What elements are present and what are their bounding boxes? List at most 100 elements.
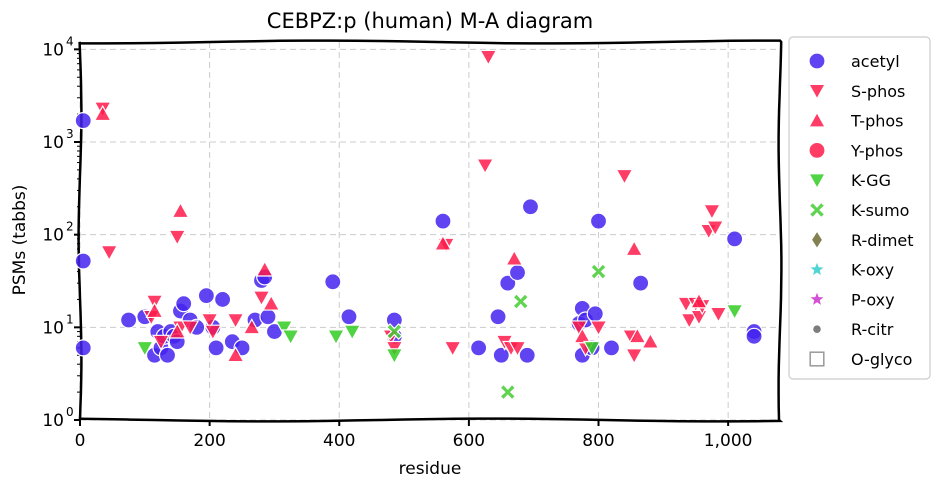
data-point bbox=[171, 201, 190, 219]
data-point bbox=[632, 274, 650, 292]
data-point bbox=[385, 323, 403, 341]
legend-label: T-phos bbox=[850, 112, 904, 131]
legend-item-r-citr: R-citr bbox=[811, 320, 894, 339]
data-point bbox=[492, 346, 510, 364]
legend-marker bbox=[807, 111, 827, 128]
data-point bbox=[181, 320, 200, 337]
plot-frame bbox=[77, 39, 784, 423]
x-tick-label: 800 bbox=[582, 431, 614, 451]
data-point bbox=[175, 295, 193, 313]
legend-marker bbox=[808, 141, 826, 159]
data-point bbox=[625, 239, 644, 257]
data-point bbox=[512, 293, 530, 310]
data-point bbox=[74, 339, 92, 357]
data-point bbox=[726, 230, 744, 248]
legend-item-k-gg: K-GG bbox=[807, 171, 891, 190]
legend-marker bbox=[810, 229, 824, 250]
data-point bbox=[74, 252, 92, 270]
legend-marker bbox=[808, 52, 826, 70]
data-point bbox=[262, 294, 281, 311]
data-point bbox=[505, 249, 524, 266]
y-tick-exponent: 1 bbox=[66, 312, 74, 326]
data-point bbox=[725, 304, 744, 321]
data-point bbox=[573, 327, 592, 344]
data-point bbox=[476, 158, 495, 175]
data-point bbox=[120, 311, 138, 329]
y-tick-exponent: 0 bbox=[66, 405, 74, 419]
chart-title: CEBPZ:p (human) M-A diagram bbox=[267, 9, 593, 33]
legend-marker bbox=[809, 351, 825, 367]
legend-label: R-dimet bbox=[851, 231, 914, 250]
series-t-phos bbox=[93, 104, 709, 363]
data-point bbox=[508, 340, 527, 358]
y-tick-label: 10 bbox=[42, 133, 64, 153]
data-point bbox=[570, 320, 589, 337]
data-point bbox=[586, 305, 604, 323]
data-point bbox=[434, 212, 452, 230]
data-point bbox=[226, 345, 245, 363]
legend-item-acetyl: acetyl bbox=[808, 52, 900, 71]
data-point bbox=[709, 306, 728, 324]
legend-marker bbox=[811, 324, 822, 335]
data-point bbox=[168, 322, 187, 339]
y-axis-label: PSMs (tabbs) bbox=[10, 185, 30, 296]
legend-item-s-phos: S-phos bbox=[807, 82, 905, 101]
data-point bbox=[589, 320, 608, 337]
data-point bbox=[628, 327, 647, 344]
legend-label: S-phos bbox=[851, 82, 905, 101]
data-point bbox=[168, 229, 187, 246]
legend-item-r-dimet: R-dimet bbox=[810, 229, 914, 250]
legend-label: K-oxy bbox=[851, 261, 894, 280]
data-point bbox=[226, 312, 245, 330]
data-point bbox=[641, 332, 660, 349]
data-point bbox=[689, 309, 709, 327]
data-point bbox=[615, 168, 634, 186]
data-point bbox=[158, 346, 177, 364]
data-point bbox=[213, 290, 232, 309]
data-point bbox=[589, 212, 608, 230]
data-point bbox=[242, 318, 261, 335]
legend-label: O-glyco bbox=[851, 350, 912, 369]
legend-marker bbox=[808, 201, 826, 219]
x-tick-label: 400 bbox=[323, 431, 355, 451]
data-point bbox=[499, 274, 517, 292]
legend-label: Y-phos bbox=[850, 141, 903, 160]
x-tick-label: 0 bbox=[75, 431, 86, 451]
data-point bbox=[443, 340, 462, 358]
data-point bbox=[343, 324, 362, 341]
data-point bbox=[281, 329, 300, 346]
legend-label: K-sumo bbox=[851, 201, 909, 220]
legend-label: acetyl bbox=[851, 52, 900, 71]
data-point bbox=[259, 308, 277, 326]
data-point bbox=[255, 260, 274, 277]
legend-item-k-sumo: K-sumo bbox=[808, 201, 909, 220]
legend-item-k-oxy: K-oxy bbox=[807, 259, 894, 280]
data-point bbox=[145, 301, 164, 319]
data-point bbox=[93, 104, 112, 122]
data-point bbox=[625, 348, 644, 365]
data-point bbox=[433, 234, 452, 251]
data-point bbox=[489, 308, 507, 326]
x-tick-label: 1,000 bbox=[704, 431, 753, 451]
y-tick-label: 10 bbox=[42, 411, 64, 431]
y-tick-exponent: 2 bbox=[66, 220, 74, 234]
y-tick-exponent: 3 bbox=[66, 127, 74, 141]
legend: acetyl S-phos T-phos Y-phos K-GG K-sumo R-dime… bbox=[788, 36, 931, 380]
data-point bbox=[385, 348, 404, 365]
x-tick-label: 600 bbox=[453, 431, 485, 451]
data-point bbox=[602, 339, 621, 357]
legend-marker bbox=[807, 173, 827, 190]
data-point bbox=[252, 290, 271, 307]
legend-item-t-phos: T-phos bbox=[807, 111, 904, 131]
data-point bbox=[100, 245, 119, 262]
series-k-gg bbox=[135, 304, 744, 365]
legend-label: K-GG bbox=[851, 171, 891, 190]
data-point bbox=[340, 308, 358, 326]
x-axis-label: residue bbox=[399, 459, 462, 479]
data-point bbox=[151, 334, 171, 351]
data-point bbox=[521, 198, 540, 216]
legend-marker bbox=[807, 259, 827, 278]
legend-item-p-oxy: P-oxy bbox=[807, 289, 895, 309]
